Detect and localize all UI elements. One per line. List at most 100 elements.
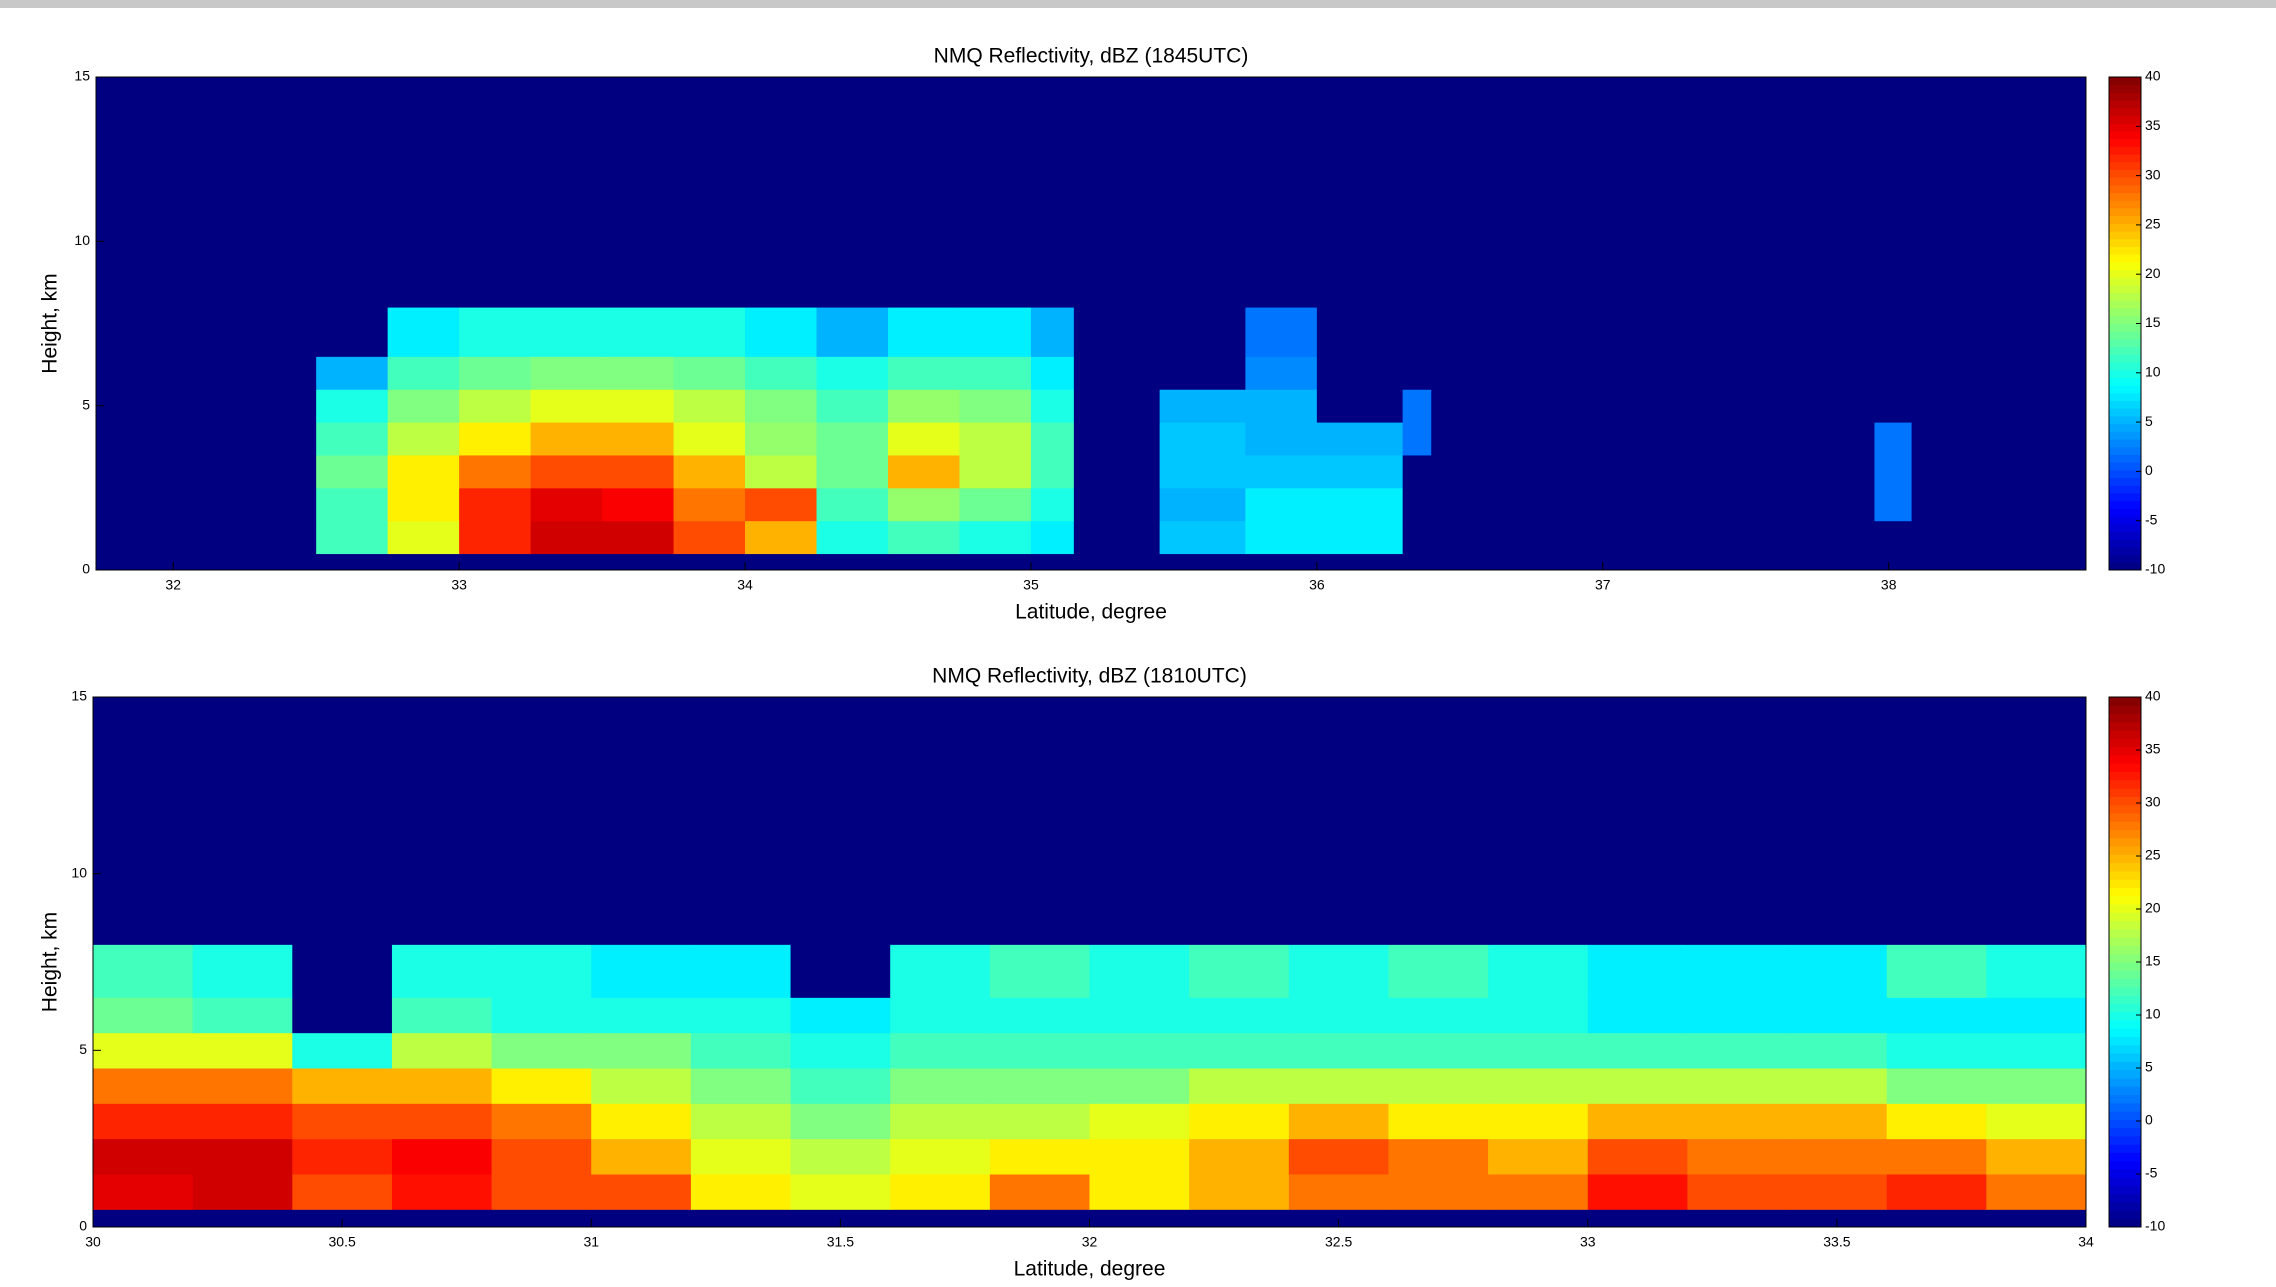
colorbar-step <box>2109 161 2141 170</box>
colorbar-step <box>2109 1028 2141 1038</box>
colorbar-step <box>2109 315 2141 324</box>
colorbar-step <box>2109 754 2141 764</box>
cell <box>93 1032 194 1069</box>
cell <box>93 997 194 1034</box>
colorbar-step <box>2109 92 2141 101</box>
colorbar-tick-label: 5 <box>2145 1059 2153 1075</box>
cell <box>1159 77 1246 308</box>
cell <box>530 487 603 522</box>
cell <box>491 944 592 998</box>
cell <box>673 520 746 555</box>
cell <box>1874 356 1913 390</box>
colorbar-step <box>2109 1086 2141 1095</box>
cell <box>1089 1032 1190 1069</box>
cell <box>989 1138 1090 1175</box>
cell <box>491 1209 592 1228</box>
cell <box>1911 520 2087 555</box>
cell <box>1245 487 1318 522</box>
cell <box>292 697 393 945</box>
cell <box>890 1068 991 1104</box>
y-tick-label: 0 <box>82 561 90 577</box>
cell <box>1030 356 1075 390</box>
cell <box>890 1032 991 1069</box>
cell <box>1073 487 1161 522</box>
cell <box>93 1068 194 1104</box>
colorbar-step <box>2109 138 2141 147</box>
cell <box>292 1138 393 1175</box>
cell <box>1488 1068 1589 1104</box>
colorbar-step <box>2109 821 2141 830</box>
cell <box>890 1103 991 1140</box>
cell <box>1488 697 1589 945</box>
cell <box>316 389 389 423</box>
cell <box>1687 697 1788 945</box>
cell <box>192 1068 293 1104</box>
heatmap-cells <box>93 697 2087 1228</box>
cell <box>887 356 960 390</box>
cell <box>1030 422 1075 456</box>
cell <box>1189 1032 1290 1069</box>
y-axis-label: Height, km <box>39 912 62 1012</box>
cell <box>1073 307 1161 357</box>
cell <box>292 1174 393 1210</box>
colorbar-step <box>2109 721 2141 731</box>
cell <box>890 1209 991 1228</box>
cell <box>1288 1103 1389 1140</box>
cell <box>1587 1068 1688 1104</box>
cell <box>1986 697 2087 945</box>
cell <box>1388 997 1489 1034</box>
cell <box>989 697 1090 945</box>
cell <box>1402 389 1432 423</box>
cell <box>1089 944 1190 998</box>
cell <box>1431 356 1875 390</box>
cell <box>745 487 818 522</box>
cell <box>192 997 293 1034</box>
cell <box>1874 487 1913 522</box>
colorbar-step <box>2109 100 2141 109</box>
colorbar-step <box>2109 962 2141 971</box>
cell <box>790 1209 891 1228</box>
colorbar-step <box>2109 431 2141 440</box>
colorbar-step <box>2109 705 2141 715</box>
colorbar-step <box>2109 953 2141 963</box>
colorbar-tick-label: 15 <box>2145 953 2161 969</box>
cell <box>1388 1103 1489 1140</box>
cell <box>96 487 317 522</box>
colorbar-tick-label: 25 <box>2145 847 2161 863</box>
colorbar-step <box>2109 1193 2141 1203</box>
cell <box>816 520 889 555</box>
cell <box>491 1068 592 1104</box>
cell <box>1787 997 1888 1034</box>
cell <box>1030 553 1075 571</box>
cell <box>1189 1174 1290 1210</box>
colorbar-step <box>2109 738 2141 748</box>
cell <box>1874 307 1913 357</box>
cell <box>1245 553 1318 571</box>
cell <box>890 1174 991 1210</box>
cell <box>816 553 889 571</box>
colorbar-step <box>2109 284 2141 294</box>
cell <box>96 520 317 555</box>
colorbar-tick-label: 40 <box>2145 688 2161 704</box>
cell <box>1488 1209 1589 1228</box>
cell <box>1388 1138 1489 1175</box>
cell <box>1159 307 1246 357</box>
cell <box>491 1174 592 1210</box>
cell <box>1288 1174 1389 1210</box>
x-tick-label: 30.5 <box>329 1234 356 1250</box>
colorbar-step <box>2109 1061 2141 1071</box>
colorbar-step <box>2109 77 2141 86</box>
cell <box>292 1209 393 1228</box>
y-tick-label: 5 <box>79 1041 87 1057</box>
colorbar-step <box>2109 177 2141 186</box>
cell <box>1288 1032 1389 1069</box>
cell <box>1431 553 1875 571</box>
cell <box>673 553 746 571</box>
cell <box>591 1068 692 1104</box>
colorbar-step <box>2109 331 2141 340</box>
cell <box>1245 389 1318 423</box>
cell <box>292 944 393 998</box>
colorbar-step <box>2109 423 2141 432</box>
cell <box>1687 1068 1788 1104</box>
colorbar-step <box>2109 1144 2141 1153</box>
